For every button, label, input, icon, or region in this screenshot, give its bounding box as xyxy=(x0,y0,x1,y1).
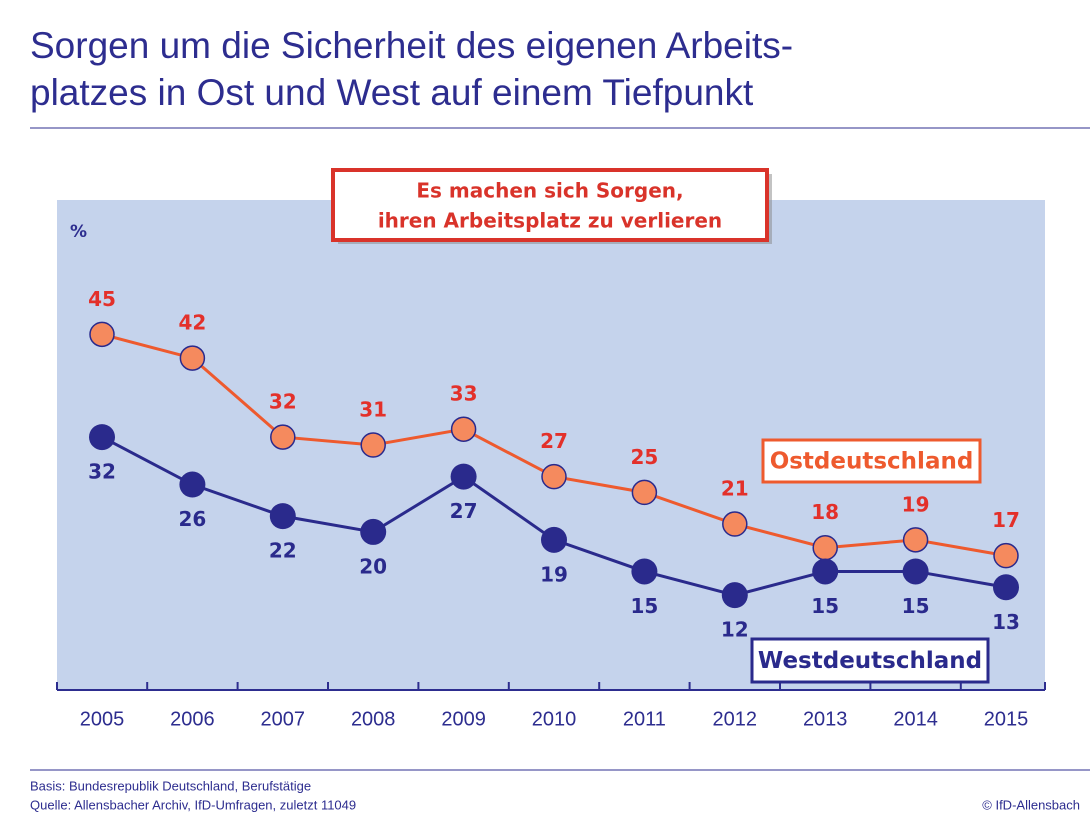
data-label: 20 xyxy=(359,554,387,578)
data-label: 15 xyxy=(630,594,658,618)
x-tick-label: 2014 xyxy=(893,708,938,730)
chart-title: platzes in Ost und West auf einem Tiefpu… xyxy=(30,72,754,113)
x-tick-label: 2005 xyxy=(80,708,125,730)
data-label: 17 xyxy=(992,508,1020,532)
marker xyxy=(89,321,115,348)
x-tick-label: 2011 xyxy=(623,708,666,730)
marker xyxy=(993,574,1019,601)
chart-title: Sorgen um die Sicherheit des eigenen Arb… xyxy=(30,25,793,66)
marker xyxy=(360,518,387,545)
data-label: 22 xyxy=(269,539,297,563)
data-label: 31 xyxy=(359,398,387,422)
x-tick-label: 2013 xyxy=(803,708,848,730)
data-label: 25 xyxy=(630,445,658,469)
x-tick-label: 2007 xyxy=(261,708,306,730)
data-label: 42 xyxy=(178,311,206,335)
marker xyxy=(179,345,206,371)
data-label: 45 xyxy=(88,287,116,311)
legend-label: Westdeutschland xyxy=(758,648,982,674)
marker xyxy=(812,558,839,585)
footnote: Basis: Bundesrepublik Deutschland, Beruf… xyxy=(30,778,311,793)
x-tick-label: 2006 xyxy=(170,708,215,730)
marker xyxy=(902,527,929,553)
data-label: 33 xyxy=(450,382,478,406)
annotation: ihren Arbeitsplatz zu verlieren xyxy=(378,209,722,233)
marker xyxy=(269,503,296,530)
marker xyxy=(450,416,477,442)
marker xyxy=(270,424,296,450)
legend-label: Ostdeutschland xyxy=(770,449,974,475)
legend-box xyxy=(750,637,990,684)
footnote: Quelle: Allensbacher Archiv, IfD-Umfrage… xyxy=(30,797,356,812)
x-tick-label: 2009 xyxy=(441,708,486,730)
x-tick-label: 2015 xyxy=(984,708,1029,730)
credit: © IfD-Allensbach xyxy=(982,797,1080,812)
x-tick-label: 2010 xyxy=(532,708,577,730)
data-label: 13 xyxy=(992,610,1020,634)
data-label: 12 xyxy=(721,618,749,642)
marker xyxy=(179,471,206,498)
marker xyxy=(450,463,477,490)
data-label: 19 xyxy=(540,562,568,586)
data-label: 27 xyxy=(450,499,478,523)
data-label: 32 xyxy=(88,460,116,484)
data-label: 26 xyxy=(178,507,206,531)
marker xyxy=(541,526,567,553)
data-label: 18 xyxy=(811,500,839,524)
data-label: 19 xyxy=(902,492,930,516)
marker xyxy=(812,534,838,561)
marker xyxy=(631,479,658,506)
data-label: 15 xyxy=(902,594,930,618)
data-label: 27 xyxy=(540,429,568,453)
x-tick-label: 2008 xyxy=(351,708,396,730)
marker xyxy=(721,582,748,609)
marker xyxy=(993,542,1019,569)
data-label: 21 xyxy=(721,477,749,501)
y-axis-label: % xyxy=(70,222,87,242)
annotation: Es machen sich Sorgen, xyxy=(416,179,683,203)
marker xyxy=(360,432,386,458)
marker xyxy=(89,424,115,451)
marker xyxy=(631,558,658,585)
marker xyxy=(902,558,929,585)
data-label: 15 xyxy=(811,594,839,618)
marker xyxy=(722,511,748,537)
data-label: 32 xyxy=(269,390,297,414)
annotation-box xyxy=(331,168,769,242)
marker xyxy=(541,463,567,490)
legend-box xyxy=(761,438,982,484)
x-tick-label: 2012 xyxy=(713,708,758,730)
